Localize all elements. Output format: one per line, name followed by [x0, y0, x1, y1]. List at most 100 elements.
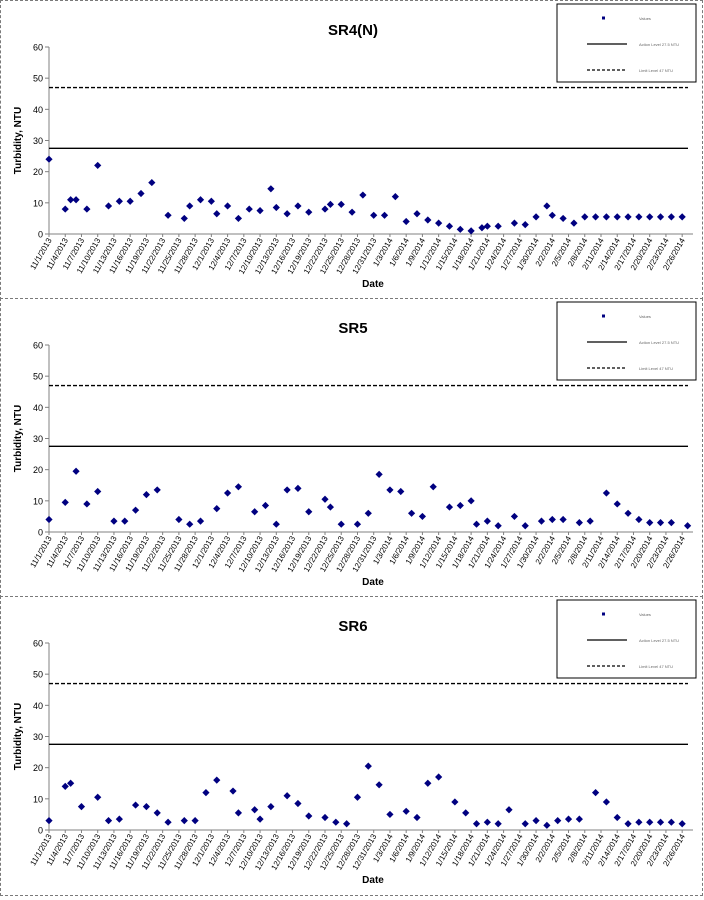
data-point	[131, 801, 140, 809]
data-point	[602, 489, 611, 497]
data-point	[67, 196, 75, 204]
data-point	[332, 818, 340, 826]
data-point	[570, 219, 578, 227]
y-axis-label: Turbidity, NTU	[13, 107, 24, 174]
data-point	[429, 483, 437, 491]
data-point	[294, 799, 302, 808]
x-axis-label: Date	[362, 577, 384, 588]
data-point	[213, 505, 221, 513]
data-point	[656, 519, 665, 527]
data-point	[667, 519, 675, 527]
data-point	[483, 517, 491, 525]
chart-title: SR6	[338, 618, 367, 635]
data-point	[294, 202, 302, 210]
y-tick-label: 60	[33, 43, 43, 53]
data-point	[635, 515, 643, 524]
data-point	[72, 196, 80, 204]
data-point	[635, 818, 643, 826]
data-point	[575, 815, 583, 823]
data-point	[397, 487, 405, 496]
data-point	[413, 210, 421, 218]
data-point	[234, 483, 243, 491]
data-point	[223, 489, 232, 497]
chart-panel-sr6: SR6 0 10 20 30 40 50 60 Turbidity, NTU 11/1/2013 1…	[0, 596, 703, 896]
data-point	[391, 193, 399, 201]
data-point	[153, 809, 161, 817]
data-point	[45, 515, 53, 524]
data-point	[483, 222, 491, 230]
data-point	[402, 807, 410, 815]
data-point	[375, 781, 383, 789]
data-point	[61, 205, 69, 213]
data-point	[656, 818, 665, 826]
legend-label: Values	[639, 612, 651, 617]
legend-label: Values	[639, 16, 651, 21]
data-point	[326, 503, 335, 511]
data-point	[462, 809, 470, 817]
data-point	[267, 185, 275, 193]
legend-label: Limit Level 47 NTU	[639, 664, 673, 669]
y-tick-label: 50	[33, 74, 43, 84]
data-point	[435, 773, 443, 781]
data-point	[646, 818, 654, 826]
y-tick-label: 40	[33, 403, 43, 413]
legend-marker-values	[602, 314, 605, 318]
data-point	[148, 178, 156, 187]
data-point	[505, 806, 513, 814]
data-point	[305, 508, 313, 516]
data-point	[223, 202, 232, 210]
data-point	[213, 210, 221, 218]
y-tick-label: 60	[33, 639, 43, 649]
data-point	[153, 486, 161, 494]
data-point	[581, 213, 589, 221]
data-point	[294, 484, 302, 492]
chart-title: SR4(N)	[328, 22, 378, 39]
data-point	[483, 818, 491, 826]
data-point	[364, 509, 372, 517]
data-point	[251, 508, 259, 516]
data-point	[456, 225, 464, 233]
data-point	[646, 519, 654, 527]
data-point	[104, 817, 113, 825]
data-point	[121, 517, 129, 525]
legend-marker-values	[602, 16, 605, 20]
data-point	[624, 213, 632, 221]
data-point	[321, 495, 329, 503]
y-axis-label: Turbidity, NTU	[13, 405, 24, 472]
data-point	[61, 498, 69, 506]
data-point	[131, 506, 140, 514]
data-point	[494, 522, 502, 530]
data-point	[586, 517, 594, 525]
data-point	[353, 520, 362, 528]
data-point	[564, 815, 573, 823]
data-point	[667, 213, 675, 221]
data-point	[646, 213, 654, 221]
data-point	[196, 196, 205, 204]
y-axis-label: Turbidity, NTU	[13, 703, 24, 770]
chart-title: SR5	[338, 320, 367, 337]
data-point	[45, 817, 53, 825]
data-point	[435, 219, 443, 227]
data-point	[413, 813, 421, 822]
data-point	[229, 787, 237, 795]
data-point	[180, 214, 188, 223]
data-point	[667, 818, 675, 826]
data-point	[283, 210, 291, 218]
y-tick-label: 30	[33, 732, 43, 742]
data-point	[359, 191, 367, 199]
y-tick-label: 20	[33, 465, 43, 475]
data-point	[126, 197, 134, 205]
data-point	[202, 789, 210, 797]
data-point	[467, 227, 475, 235]
data-point	[353, 793, 362, 801]
data-point	[164, 211, 172, 219]
data-point	[613, 500, 621, 508]
data-point	[521, 522, 529, 530]
y-tick-label: 0	[38, 528, 43, 538]
legend-box	[556, 301, 697, 381]
data-point	[678, 820, 686, 828]
y-tick-label: 0	[38, 230, 43, 240]
